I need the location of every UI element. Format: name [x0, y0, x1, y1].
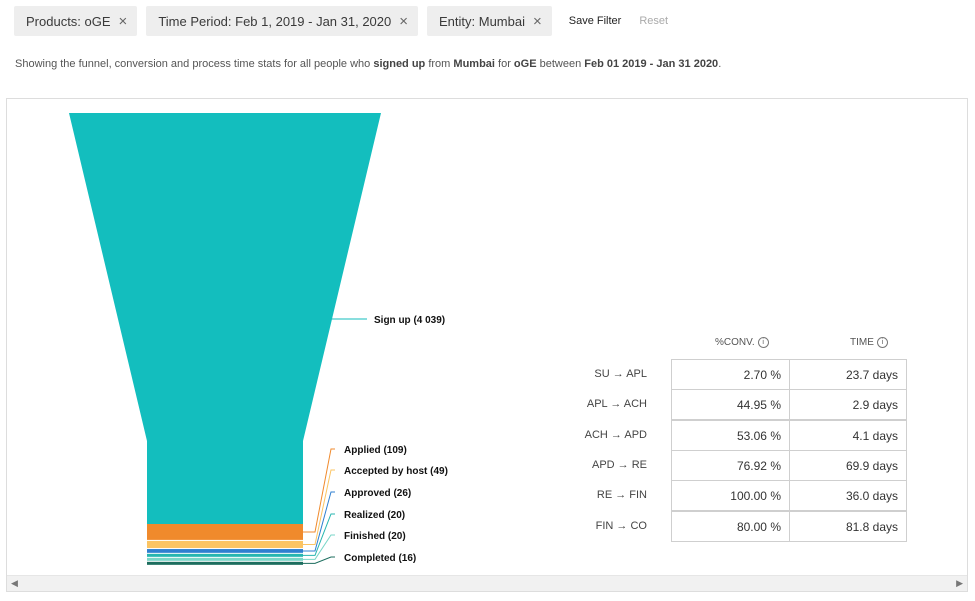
table-row: APD → RE 76.92 % 69.9 days	[567, 450, 907, 481]
funnel-stage-label: Accepted by host (49)	[344, 466, 448, 477]
funnel-stage-label: Realized (20)	[344, 510, 405, 521]
funnel-leader-line	[303, 448, 335, 533]
table-row: FIN → CO 80.00 % 81.8 days	[567, 511, 907, 542]
summary-period: Feb 01 2019 - Jan 31 2020	[584, 58, 719, 70]
table-row: RE → FIN 100.00 % 36.0 days	[567, 480, 907, 511]
funnel-leader-line	[303, 556, 335, 564]
summary-text: Showing the funnel, conversion and proce…	[15, 58, 721, 70]
funnel-stage-label: Completed (16)	[344, 553, 416, 564]
close-icon[interactable]: ×	[533, 12, 542, 30]
filter-chip-label: Time Period: Feb 1, 2019 - Jan 31, 2020	[158, 13, 392, 29]
row-label: APD → RE	[591, 459, 647, 471]
funnel-leader-line	[303, 513, 335, 556]
horizontal-scrollbar[interactable]: ◀ ▶	[7, 575, 967, 591]
conv-cell: 76.92 %	[671, 450, 790, 481]
reset-button[interactable]: Reset	[639, 15, 669, 27]
info-icon[interactable]: i	[876, 337, 888, 348]
summary-prefix: Showing the funnel, conversion and proce…	[15, 58, 374, 70]
funnel-stage-signup	[69, 113, 381, 524]
summary-product: oGE	[513, 58, 537, 70]
funnel-stage-label: Sign up (4 039)	[374, 315, 445, 326]
conv-cell: 53.06 %	[671, 420, 790, 451]
row-label: RE → FIN	[596, 489, 647, 501]
conv-cell: 2.70 %	[671, 359, 790, 390]
time-cell: 81.8 days	[789, 511, 907, 542]
funnel-stage-band	[147, 549, 303, 553]
funnel-panel: Sign up (4 039) Applied (109) Accepted by …	[6, 98, 968, 592]
filter-chip-entity[interactable]: Entity: Mumbai ×	[427, 6, 552, 36]
conv-cell: 44.95 %	[671, 389, 790, 420]
row-label: APL → ACH	[586, 398, 647, 410]
funnel-leader-line	[303, 534, 335, 560]
close-icon[interactable]: ×	[118, 12, 128, 30]
conv-header-label: %CONV.	[715, 337, 755, 348]
summary-from: from	[425, 58, 454, 70]
funnel-stage-label: Finished (20)	[344, 531, 406, 542]
info-icon[interactable]: i	[757, 337, 769, 348]
row-label: SU → APL	[594, 368, 647, 380]
row-label: ACH → APD	[584, 429, 647, 441]
filter-chip-time-period[interactable]: Time Period: Feb 1, 2019 - Jan 31, 2020 …	[146, 6, 419, 36]
funnel-stage-band	[147, 524, 303, 540]
funnel-stage-band	[147, 540, 303, 549]
funnel-stage-label: Approved (26)	[344, 488, 411, 499]
filter-chip-products[interactable]: Products: oGE ×	[14, 6, 138, 36]
funnel-stage-label: Applied (109)	[344, 445, 407, 456]
save-filter-button[interactable]: Save Filter	[568, 15, 622, 27]
funnel-leader-line	[303, 469, 335, 545]
row-label: FIN → CO	[595, 520, 647, 532]
table-row: SU → APL 2.70 % 23.7 days	[567, 359, 907, 390]
close-icon[interactable]: ×	[399, 12, 409, 30]
funnel-stage-band	[147, 561, 303, 565]
conv-cell: 100.00 %	[671, 480, 790, 511]
table-row: ACH → APD 53.06 % 4.1 days	[567, 420, 907, 451]
table-row: APL → ACH 44.95 % 2.9 days	[567, 389, 907, 420]
time-header-label: TIME	[850, 337, 874, 348]
time-cell: 23.7 days	[789, 359, 907, 390]
time-cell: 36.0 days	[789, 480, 907, 511]
conv-column-header: %CONV. i	[715, 337, 769, 351]
funnel-stage-band	[147, 553, 303, 557]
time-cell: 69.9 days	[789, 450, 907, 481]
time-cell: 4.1 days	[789, 420, 907, 451]
time-cell: 2.9 days	[789, 389, 907, 420]
conv-cell: 80.00 %	[671, 511, 790, 542]
summary-between: between	[536, 58, 585, 70]
summary-suffix: .	[718, 58, 722, 70]
scroll-left-icon[interactable]: ◀	[11, 578, 18, 588]
filter-chip-label: Entity: Mumbai	[439, 13, 525, 29]
summary-action: signed up	[373, 58, 426, 70]
summary-for: for	[494, 58, 514, 70]
time-column-header: TIME i	[850, 337, 888, 351]
funnel-chart: Sign up (4 039) Applied (109) Accepted by …	[69, 113, 448, 565]
summary-entity: Mumbai	[453, 58, 495, 70]
scroll-right-icon[interactable]: ▶	[956, 578, 963, 588]
filter-chip-label: Products: oGE	[26, 13, 111, 29]
filter-bar: Products: oGE × Time Period: Feb 1, 2019…	[14, 6, 678, 36]
funnel-stage-band	[147, 557, 303, 561]
funnel-leader-line	[303, 491, 335, 552]
